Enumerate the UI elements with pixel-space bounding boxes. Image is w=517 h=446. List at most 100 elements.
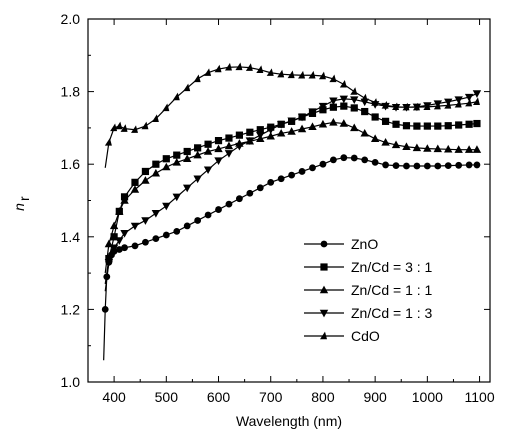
y-tick-label: 1.0	[61, 374, 81, 390]
plot-area	[87, 18, 491, 383]
data-point	[361, 156, 369, 164]
x-tick-label: 500	[155, 389, 179, 405]
data-point	[444, 162, 452, 170]
x-tick-label: 400	[102, 389, 126, 405]
data-point	[298, 70, 306, 79]
data-point	[214, 144, 223, 153]
data-point	[142, 238, 149, 246]
data-point	[162, 155, 170, 163]
data-point	[173, 151, 181, 159]
data-point	[141, 176, 150, 184]
data-point	[464, 93, 474, 102]
data-point	[235, 142, 244, 151]
data-point	[115, 206, 124, 215]
data-point	[413, 162, 421, 170]
legend-marker	[320, 331, 327, 340]
y-tick-label: 1.6	[61, 156, 81, 172]
data-point	[360, 128, 369, 137]
data-point	[224, 141, 234, 150]
data-point	[141, 167, 150, 176]
x-tick-label: 1000	[412, 389, 443, 405]
data-point	[455, 161, 463, 169]
data-point	[203, 147, 213, 155]
data-point	[104, 138, 112, 146]
data-point	[130, 222, 140, 231]
data-point	[381, 138, 390, 146]
data-point	[109, 221, 119, 230]
data-point	[472, 145, 482, 153]
data-point	[224, 150, 234, 158]
data-point	[472, 97, 480, 105]
data-point	[256, 65, 264, 74]
data-point	[246, 189, 254, 197]
legend-label: CdO	[351, 328, 380, 344]
data-point	[339, 119, 349, 127]
data-point	[214, 157, 223, 165]
data-point	[193, 150, 202, 159]
data-point	[193, 74, 201, 83]
data-point	[297, 124, 307, 133]
x-tick-label: 1100	[465, 389, 495, 405]
legend-item: Zn/Cd = 1 : 1	[304, 282, 433, 298]
data-point	[319, 160, 327, 168]
data-point	[276, 121, 286, 129]
data-point	[172, 193, 181, 202]
data-point	[444, 100, 452, 109]
series-line	[104, 121, 477, 274]
data-point	[392, 102, 400, 111]
legend-label: Zn/Cd = 1 : 3	[351, 305, 433, 321]
data-point	[266, 68, 274, 76]
data-point	[454, 145, 463, 153]
legend: ZnO Zn/Cd = 3 : 1 Zn/Cd = 1 : 1 Zn/Cd = 1 :…	[304, 236, 433, 344]
data-point	[151, 114, 159, 123]
data-point	[172, 92, 180, 101]
data-point	[402, 102, 410, 111]
data-point	[183, 147, 191, 156]
data-point	[403, 162, 410, 170]
data-point	[402, 142, 411, 150]
legend-item: CdO	[304, 328, 380, 344]
data-point	[109, 244, 119, 253]
data-point	[204, 140, 212, 148]
data-point	[235, 62, 243, 71]
data-point	[152, 160, 160, 168]
data-point	[287, 127, 296, 135]
data-point	[224, 62, 232, 71]
data-point	[162, 202, 171, 211]
y-axis-title-subscript: r	[16, 196, 32, 201]
data-point	[115, 121, 123, 130]
data-point	[204, 211, 212, 219]
data-point	[130, 185, 140, 193]
data-point	[225, 200, 233, 208]
data-point	[444, 144, 453, 153]
data-point	[288, 171, 296, 179]
series-layer	[101, 62, 482, 361]
data-point	[434, 122, 442, 130]
data-point	[141, 121, 149, 130]
data-point	[101, 306, 109, 313]
data-point	[131, 178, 139, 186]
legend-label: Zn/Cd = 3 : 1	[351, 259, 433, 275]
data-point	[454, 99, 462, 108]
data-point	[203, 166, 213, 175]
data-point	[371, 98, 379, 106]
data-point	[246, 128, 254, 136]
series-2	[104, 118, 482, 274]
data-point	[444, 122, 452, 130]
data-point	[267, 178, 275, 186]
legend-marker	[320, 263, 328, 271]
data-point	[473, 119, 481, 128]
data-point	[162, 162, 171, 171]
data-point	[318, 119, 328, 128]
data-point	[266, 131, 275, 140]
data-point	[339, 79, 347, 88]
data-point	[308, 122, 317, 131]
data-point	[433, 144, 442, 153]
data-point	[309, 164, 316, 172]
data-point	[465, 120, 473, 128]
legend-label: ZnO	[351, 236, 378, 252]
data-point	[350, 87, 358, 95]
data-point	[256, 126, 264, 134]
data-point	[120, 124, 128, 132]
